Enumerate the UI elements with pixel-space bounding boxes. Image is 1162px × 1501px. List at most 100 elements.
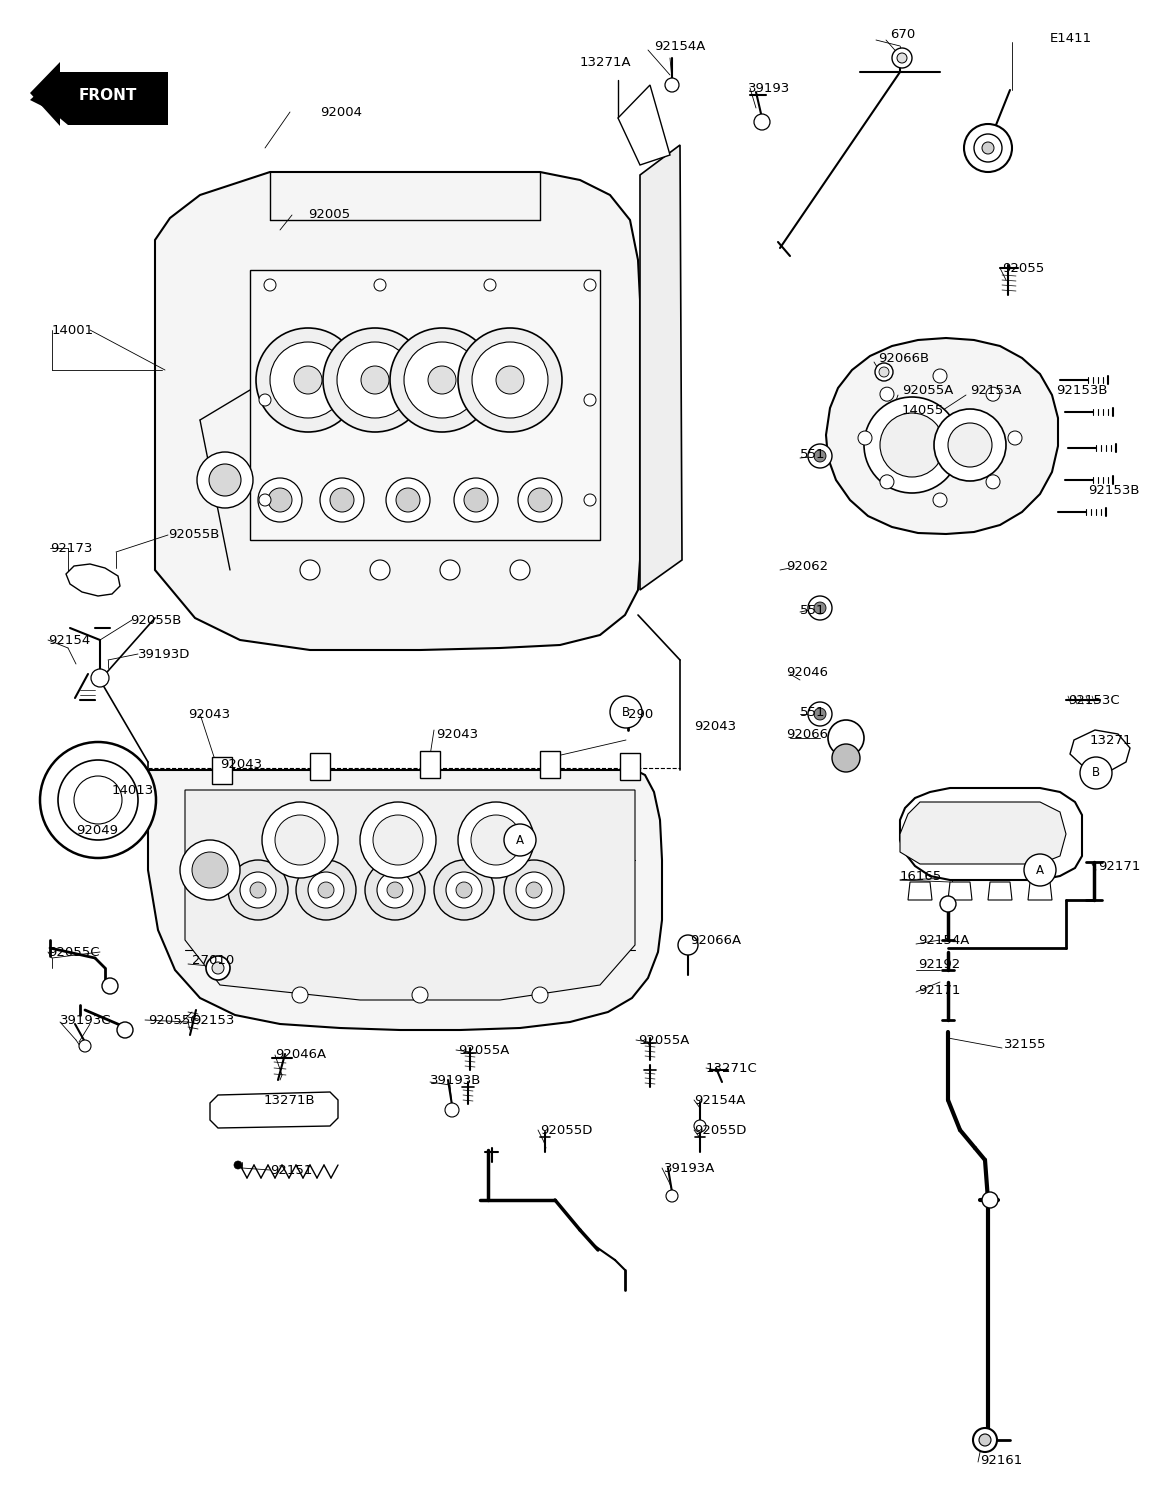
Circle shape: [532, 988, 548, 1003]
Polygon shape: [988, 883, 1012, 901]
Text: 92043: 92043: [188, 707, 230, 720]
Text: 13271A: 13271A: [580, 56, 632, 69]
Text: 39193: 39193: [748, 81, 790, 95]
Polygon shape: [826, 338, 1057, 534]
Circle shape: [413, 988, 428, 1003]
Circle shape: [584, 393, 596, 405]
Polygon shape: [640, 146, 682, 590]
Circle shape: [192, 853, 228, 889]
Circle shape: [973, 1427, 997, 1451]
Text: 92055B: 92055B: [130, 614, 181, 626]
Polygon shape: [901, 788, 1082, 880]
Circle shape: [337, 342, 413, 417]
Polygon shape: [185, 790, 634, 1000]
Polygon shape: [419, 750, 440, 778]
Circle shape: [211, 962, 224, 974]
Circle shape: [934, 408, 1006, 480]
Circle shape: [1079, 757, 1112, 790]
Text: 92171: 92171: [1098, 860, 1140, 874]
Text: FRONT: FRONT: [79, 87, 137, 102]
Circle shape: [376, 872, 413, 908]
Text: 92046: 92046: [786, 665, 829, 678]
Circle shape: [980, 1433, 991, 1445]
Circle shape: [323, 329, 426, 432]
Circle shape: [270, 342, 346, 417]
Circle shape: [454, 477, 498, 522]
Polygon shape: [66, 564, 120, 596]
Text: 92043: 92043: [436, 728, 478, 740]
Circle shape: [610, 696, 641, 728]
Text: B: B: [1092, 767, 1100, 779]
Text: 92043: 92043: [694, 719, 736, 732]
Polygon shape: [540, 750, 560, 778]
Circle shape: [250, 883, 266, 898]
Circle shape: [897, 53, 908, 63]
Circle shape: [300, 560, 320, 579]
Circle shape: [360, 802, 436, 878]
Circle shape: [361, 366, 389, 393]
Circle shape: [516, 872, 552, 908]
Circle shape: [808, 596, 832, 620]
Polygon shape: [155, 173, 640, 650]
Text: 14055: 14055: [902, 404, 945, 416]
Circle shape: [677, 935, 698, 955]
Circle shape: [458, 802, 535, 878]
Circle shape: [666, 1190, 677, 1202]
Text: 92154A: 92154A: [694, 1094, 745, 1106]
Circle shape: [241, 872, 277, 908]
Circle shape: [982, 1192, 998, 1208]
Text: 92055A: 92055A: [638, 1034, 689, 1046]
Circle shape: [665, 78, 679, 92]
Circle shape: [433, 860, 494, 920]
Text: 92153A: 92153A: [970, 383, 1021, 396]
Circle shape: [387, 883, 403, 898]
Circle shape: [456, 883, 472, 898]
Circle shape: [982, 143, 994, 155]
Text: 551: 551: [799, 603, 825, 617]
Circle shape: [987, 474, 1000, 489]
Circle shape: [987, 387, 1000, 401]
Text: 92066A: 92066A: [690, 934, 741, 947]
Circle shape: [440, 560, 460, 579]
Text: E1411: E1411: [1050, 32, 1092, 45]
Circle shape: [374, 279, 386, 291]
Circle shape: [79, 1040, 91, 1052]
Circle shape: [117, 1022, 132, 1039]
Text: 39193D: 39193D: [138, 647, 191, 660]
Circle shape: [865, 396, 960, 492]
Text: 92055D: 92055D: [694, 1124, 746, 1136]
Text: 27010: 27010: [192, 953, 235, 967]
Polygon shape: [901, 802, 1066, 865]
Circle shape: [58, 760, 138, 841]
Circle shape: [964, 125, 1012, 173]
Circle shape: [815, 602, 826, 614]
Circle shape: [875, 363, 894, 381]
Text: 92153B: 92153B: [1088, 483, 1140, 497]
Circle shape: [815, 708, 826, 720]
Text: 92005: 92005: [308, 209, 350, 222]
Circle shape: [209, 464, 241, 495]
Text: 92173: 92173: [50, 542, 92, 554]
Polygon shape: [1070, 729, 1129, 772]
Text: 92062: 92062: [786, 560, 829, 572]
Circle shape: [91, 669, 109, 687]
Polygon shape: [30, 62, 60, 126]
Circle shape: [102, 979, 119, 994]
Circle shape: [584, 494, 596, 506]
Text: 13271B: 13271B: [264, 1094, 316, 1106]
Text: 92055D: 92055D: [540, 1124, 593, 1136]
Polygon shape: [210, 1093, 338, 1127]
Circle shape: [472, 342, 548, 417]
Text: 92161: 92161: [980, 1453, 1023, 1466]
Text: 92043: 92043: [220, 758, 263, 770]
Circle shape: [464, 488, 488, 512]
Circle shape: [974, 134, 1002, 162]
Text: 92151: 92151: [270, 1163, 313, 1177]
Circle shape: [471, 815, 521, 865]
Circle shape: [880, 387, 894, 401]
Text: 92154: 92154: [48, 633, 91, 647]
Circle shape: [180, 841, 241, 901]
Text: KAWASAKI: KAWASAKI: [224, 866, 655, 935]
Text: 14013: 14013: [112, 784, 155, 797]
Text: 670: 670: [890, 27, 916, 41]
